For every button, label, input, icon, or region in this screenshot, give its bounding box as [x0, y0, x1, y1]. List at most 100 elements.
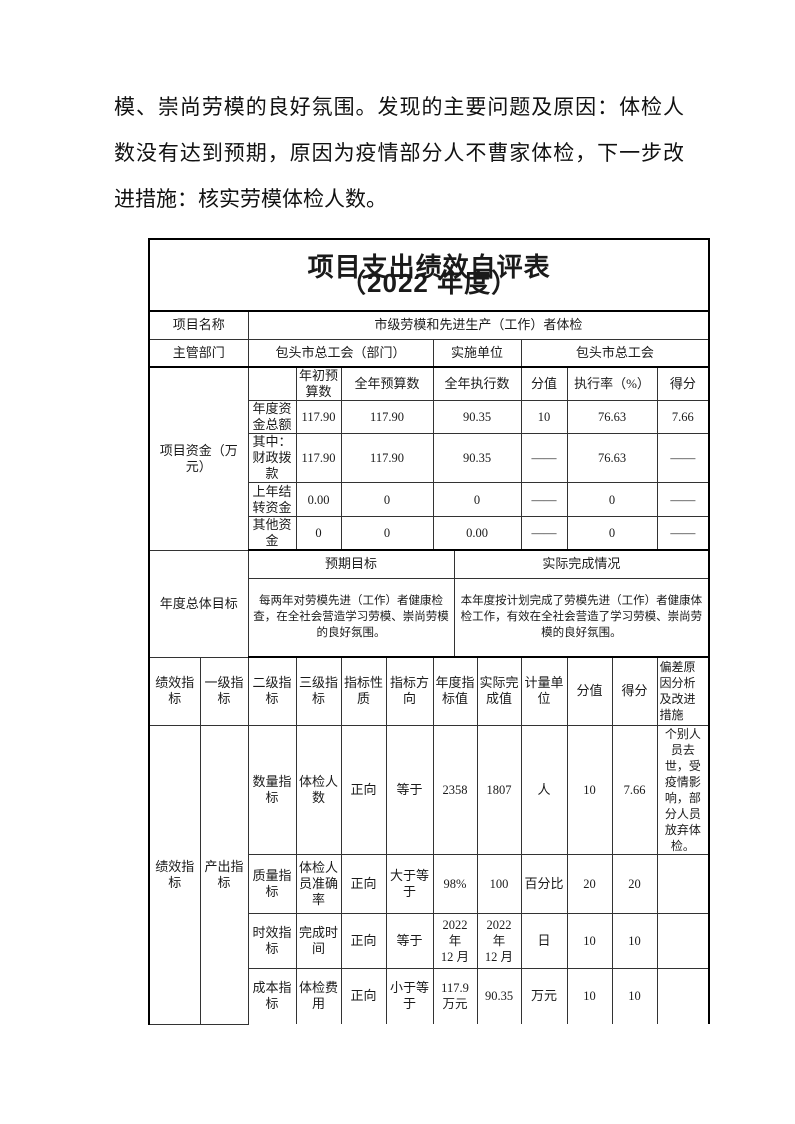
indicator-cell-level2: 成本指标 [247, 967, 297, 1024]
indicator-cell-target: 2358 [432, 724, 478, 855]
indicator-cell-target: 117.9 万元 [432, 967, 478, 1024]
indicator-cell-nature: 正向 [340, 724, 387, 855]
indicator-level1-label: 产出指标 [199, 724, 249, 1025]
funds-row-label: 其中：财政拨款 [247, 433, 297, 483]
funds-row-label: 其他资金 [247, 516, 297, 551]
funds-cell: 117.90 [295, 400, 342, 434]
indicator-cell-unit: 万元 [520, 967, 568, 1024]
indicator-col-header: 指标方向 [385, 656, 434, 726]
indicator-cell-actual: 90.35 [476, 967, 522, 1024]
goal-actual-header: 实际完成情况 [453, 549, 710, 579]
indicator-cell-weight: 10 [566, 724, 613, 855]
indicator-cell-score: 10 [611, 967, 658, 1024]
goal-expected-text: 每两年对劳模先进（工作）者健康检查，在全社会营造学习劳模、崇尚劳模的良好氛围。 [247, 577, 455, 658]
project-name-value: 市级劳模和先进生产（工作）者体检 [247, 310, 710, 340]
table-title-line2: （2022 年度） [340, 268, 519, 298]
indicator-cell-level3: 完成时间 [295, 912, 342, 969]
funds-cell: 0 [432, 482, 522, 517]
goal-expected-header: 预期目标 [247, 549, 455, 579]
indicator-col-header: 三级指标 [295, 656, 342, 726]
indicator-cell-level2: 质量指标 [247, 853, 297, 914]
funds-cell: 0.00 [432, 516, 522, 551]
indicator-cell-nature: 正向 [340, 853, 387, 914]
funds-cell: —— [520, 516, 568, 551]
indicator-cell-target: 2022 年 12 月 [432, 912, 478, 969]
funds-cell: 76.63 [566, 433, 658, 483]
funds-cell: —— [656, 433, 710, 483]
paragraph-line: 数没有达到预期，原因为疫情部分人不曹家体检，下一步改 [114, 141, 684, 165]
funds-cell: 0 [566, 482, 658, 517]
indicator-cell-score: 10 [611, 912, 658, 969]
indicator-cell-direction: 等于 [385, 912, 434, 969]
project-name-label: 项目名称 [148, 310, 249, 340]
indicator-cell-weight: 10 [566, 967, 613, 1024]
funds-cell: 0.00 [295, 482, 342, 517]
indicator-cell-level2: 时效指标 [247, 912, 297, 969]
indicator-cell-nature: 正向 [340, 967, 387, 1024]
indicator-cell-level3: 体检费用 [295, 967, 342, 1024]
indicator-cell-score: 7.66 [611, 724, 658, 855]
indicator-cell-actual: 2022 年 12 月 [476, 912, 522, 969]
goal-actual-text: 本年度按计划完成了劳模先进（工作）者健康体检工作，有效在全社会营造了学习劳模、崇… [453, 577, 710, 658]
impl-unit-value: 包头市总工会 [520, 338, 710, 368]
funds-cell: 0 [566, 516, 658, 551]
indicator-col-header: 计量单位 [520, 656, 568, 726]
funds-row-label: 上年结转资金 [247, 482, 297, 517]
indicator-cell-direction: 等于 [385, 724, 434, 855]
indicator-col-header: 一级指标 [199, 656, 249, 726]
funds-cell: 117.90 [340, 433, 434, 483]
funds-cell: 90.35 [432, 400, 522, 434]
indicator-cell-unit: 日 [520, 912, 568, 969]
indicator-cell-nature: 正向 [340, 912, 387, 969]
funds-cell: —— [520, 482, 568, 517]
deviation-cell [656, 853, 710, 914]
funds-col-header: 全年预算数 [340, 366, 434, 401]
indicator-cell-unit: 百分比 [520, 853, 568, 914]
indicator-group-label: 绩效指标 [148, 724, 201, 1025]
indicator-col-header: 二级指标 [247, 656, 297, 726]
indicator-cell-level3: 体检人员准确率 [295, 853, 342, 914]
goal-section-label: 年度总体目标 [148, 549, 249, 658]
table-title: 项目支出绩效自评表 （2022 年度） [148, 238, 710, 312]
funds-cell: 90.35 [432, 433, 522, 483]
indicator-cell-target: 98% [432, 853, 478, 914]
indicator-cell-score: 20 [611, 853, 658, 914]
indicator-col-header: 绩效指标 [148, 656, 201, 726]
funds-cell: 0 [340, 516, 434, 551]
funds-col-header: 全年执行数 [432, 366, 522, 401]
funds-cell: —— [656, 516, 710, 551]
funds-col-header: 得分 [656, 366, 710, 401]
funds-cell: 0 [340, 482, 434, 517]
funds-col-header: 分值 [520, 366, 568, 401]
indicator-cell-weight: 20 [566, 853, 613, 914]
indicator-cell-unit: 人 [520, 724, 568, 855]
indicator-cell-direction: 小于等于 [385, 967, 434, 1024]
funds-section-label: 项目资金（万元） [148, 366, 249, 551]
indicator-col-header: 得分 [611, 656, 658, 726]
paragraph-line: 模、崇尚劳模的良好氛围。发现的主要问题及原因：体检人 [114, 95, 684, 119]
impl-unit-label: 实施单位 [432, 338, 522, 368]
funds-subrow-header-empty [247, 366, 297, 401]
indicator-col-header: 年度指标值 [432, 656, 478, 726]
deviation-cell [656, 967, 710, 1024]
dept-value: 包头市总工会（部门） [247, 338, 434, 368]
indicator-col-header: 指标性质 [340, 656, 387, 726]
paragraph-line: 进措施：核实劳模体检人数。 [114, 187, 387, 211]
deviation-cell [656, 912, 710, 969]
indicator-col-header: 分值 [566, 656, 613, 726]
funds-cell: 117.90 [295, 433, 342, 483]
funds-col-header: 年初预算数 [295, 366, 342, 401]
funds-cell: 0 [295, 516, 342, 551]
funds-cell: 10 [520, 400, 568, 434]
indicator-cell-actual: 1807 [476, 724, 522, 855]
body-paragraph: 模、崇尚劳模的良好氛围。发现的主要问题及原因：体检人 数没有达到预期，原因为疫情… [114, 84, 684, 222]
funds-row-label: 年度资金总额 [247, 400, 297, 434]
deviation-cell: 个别人员去世，受疫情影响，部分人员放弃体检。 [656, 724, 710, 855]
funds-cell: —— [520, 433, 568, 483]
indicator-cell-level3: 体检人数 [295, 724, 342, 855]
funds-col-header: 执行率（%） [566, 366, 658, 401]
indicator-cell-direction: 大于等于 [385, 853, 434, 914]
indicator-col-header: 实际完成值 [476, 656, 522, 726]
indicator-cell-weight: 10 [566, 912, 613, 969]
